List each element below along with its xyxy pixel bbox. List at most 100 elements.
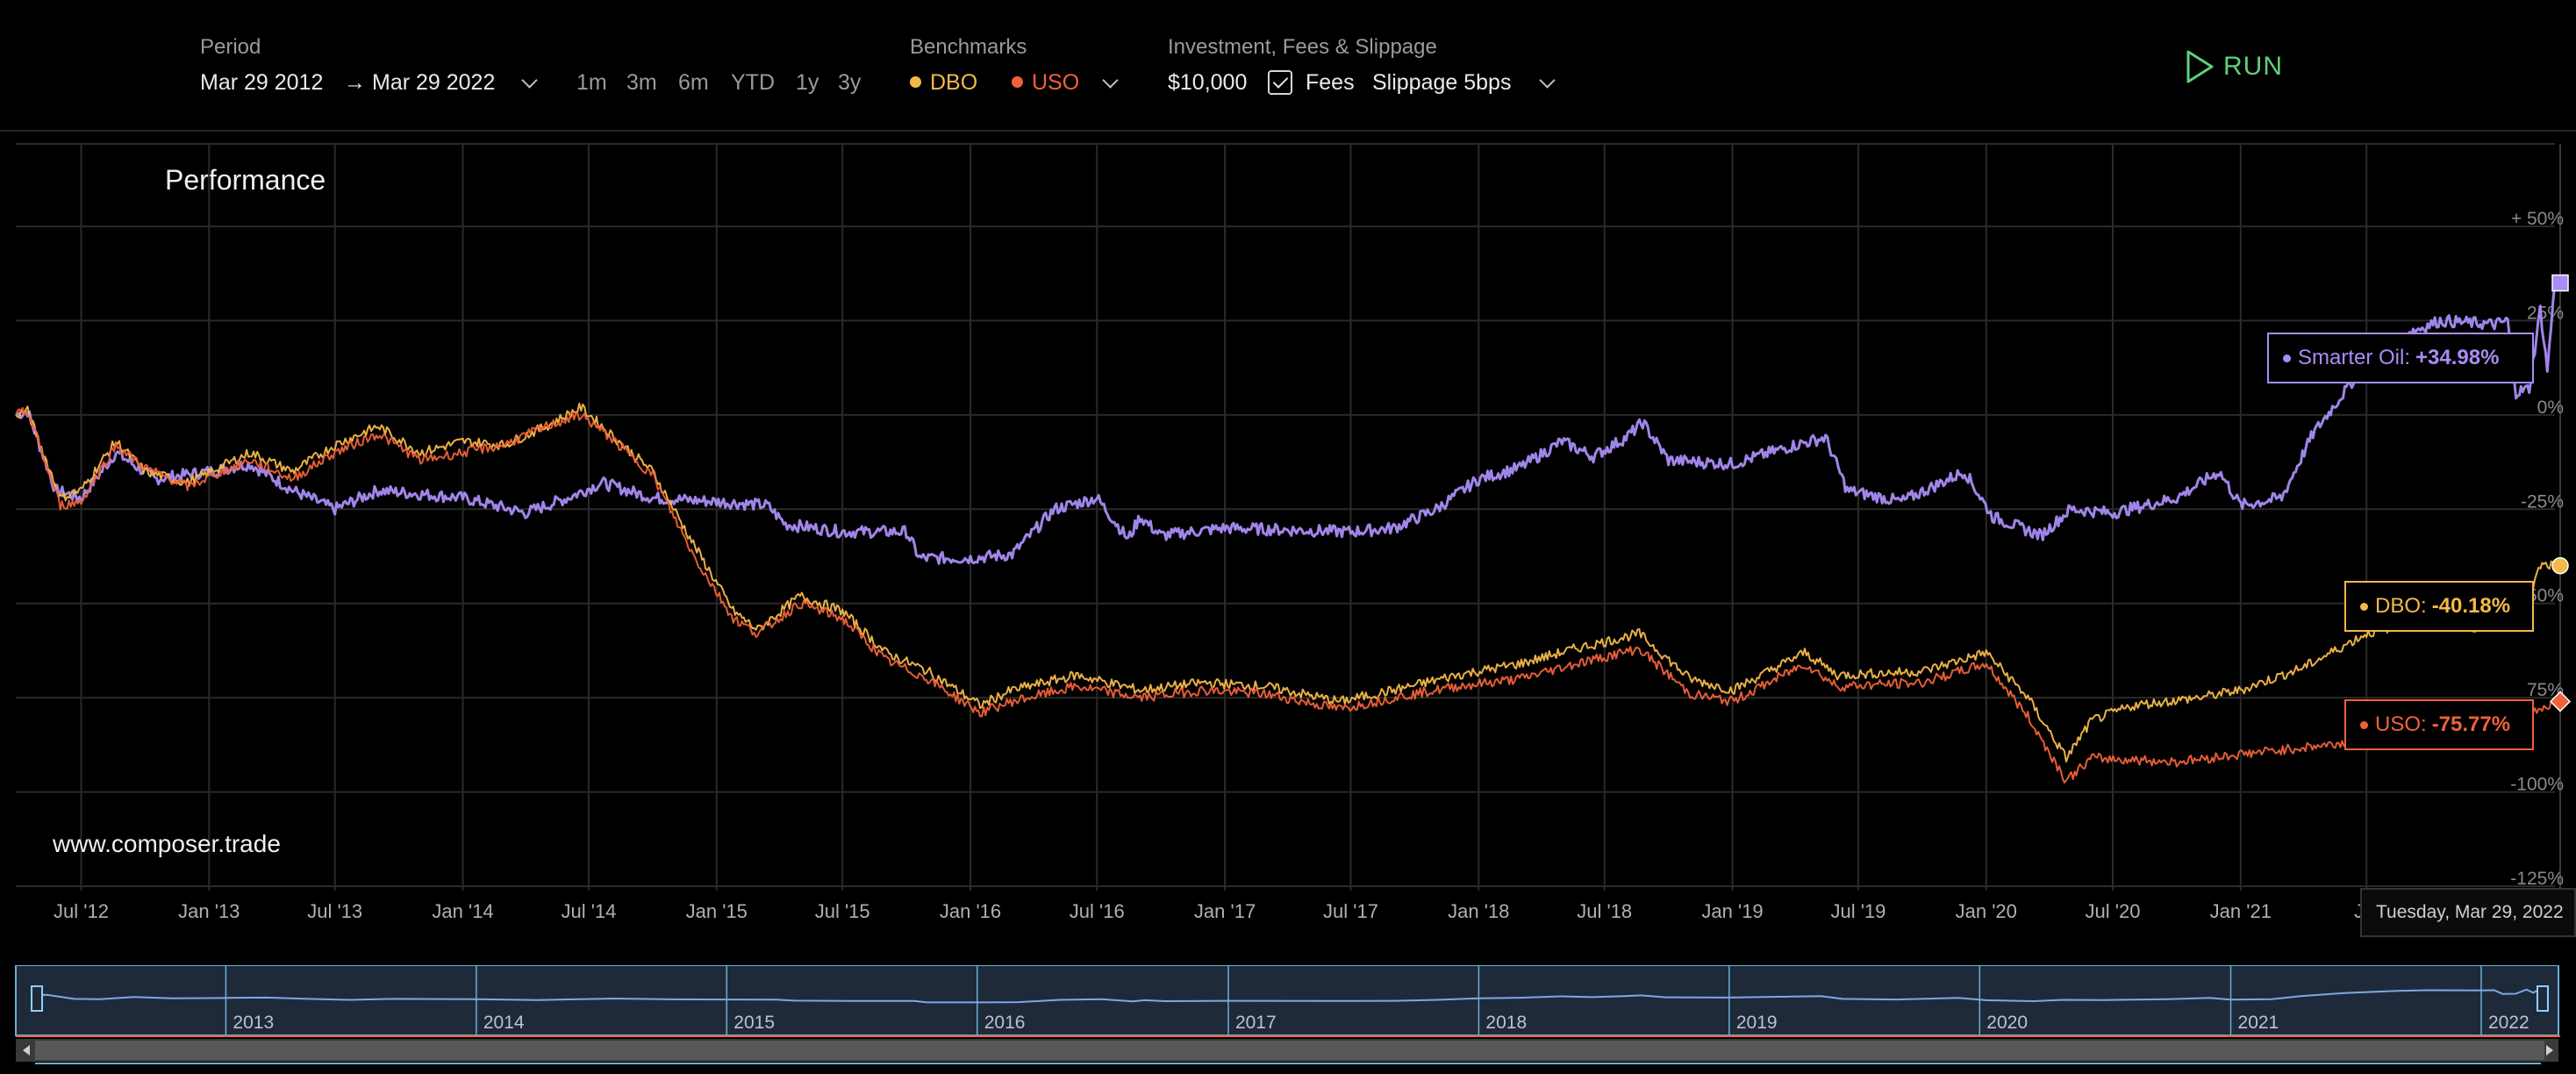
tag-value: +34.98% [2415, 346, 2500, 369]
uso-dot-icon [1012, 75, 1023, 88]
navigator-year-label: 2018 [1485, 1013, 1527, 1033]
y-tick-label: 50% [2527, 586, 2564, 606]
x-tick-label: Jan '17 [1194, 900, 1256, 922]
x-tick-label: Jul '20 [2086, 900, 2141, 922]
dbo-dot-icon [910, 75, 921, 88]
arrow-right-icon: → [344, 70, 366, 95]
series-dot-icon [2360, 720, 2368, 729]
range-3y[interactable]: 3y [838, 70, 862, 95]
y-tick-label: 0% [2537, 397, 2564, 418]
range-6m[interactable]: 6m [678, 70, 709, 95]
uso-value-tag: USO: -75.77% [2344, 699, 2534, 750]
x-tick-label: Jan '15 [686, 900, 748, 922]
square-marker-icon [2551, 274, 2569, 292]
benchmark-uso[interactable]: USO [1012, 70, 1079, 96]
grid [16, 143, 2561, 891]
benchmark-uso-label: USO [1032, 70, 1080, 95]
fees-checkbox[interactable] [1268, 70, 1292, 95]
y-tick-label: -100% [2510, 775, 2564, 795]
range-1y[interactable]: 1y [796, 70, 819, 95]
navigator-left-handle [31, 985, 43, 1012]
x-tick-label: Jul '17 [1323, 900, 1378, 922]
tag-series-name: USO [2375, 712, 2422, 736]
navigator-content: 2013 2014 2015 2016 2017 2018 2019 2020 2021 2022 [15, 965, 2560, 1064]
slippage-select[interactable]: Slippage 5bps [1372, 70, 1512, 95]
x-tick-label: Jul '16 [1070, 900, 1125, 922]
run-label: RUN [2223, 52, 2283, 81]
tag-value: -75.77% [2431, 712, 2511, 736]
benchmark-dbo[interactable]: DBO [910, 70, 977, 96]
y-tick-label: -25% [2521, 491, 2564, 512]
y-tick-label: -125% [2510, 869, 2564, 889]
series-dot-icon [2283, 354, 2291, 362]
series-markers [2549, 274, 2572, 712]
x-tick-label: Jan '21 [2210, 900, 2272, 922]
scrollbar-thumb [35, 1041, 2544, 1060]
benchmarks-label: Benchmarks [910, 35, 1027, 59]
navigator-year-label: 2015 [733, 1013, 775, 1033]
watermark: www.composer.trade [53, 830, 281, 857]
navigator-year-label: 2022 [2488, 1013, 2529, 1033]
navigator-right-handle [2537, 985, 2549, 1012]
navigator-year-label: 2016 [984, 1013, 1026, 1033]
play-icon [2186, 50, 2214, 83]
date-tooltip: Tuesday, Mar 29, 2022 [2360, 888, 2576, 937]
x-tick-label: Jul '13 [307, 900, 362, 922]
x-tick-label: Jan '16 [940, 900, 1001, 922]
arrow-right-icon [2546, 1045, 2553, 1056]
chevron-down-icon[interactable] [1102, 72, 1119, 89]
panel-title: Performance [165, 164, 326, 196]
x-tick-label: Jan '18 [1448, 900, 1509, 922]
x-tick-label: Jan '19 [1701, 900, 1763, 922]
navigator-year-label: 2019 [1736, 1013, 1778, 1033]
tag-series-name: Smarter Oil [2298, 346, 2405, 369]
navigator-series-line [34, 987, 2542, 1004]
navigator-year-label: 2021 [2238, 1013, 2279, 1033]
navigator-year-label: 2020 [1986, 1013, 2028, 1033]
range-1m[interactable]: 1m [576, 70, 607, 95]
tag-series-name: DBO [2375, 594, 2422, 618]
series-dot-icon [2360, 602, 2368, 611]
start-date[interactable]: Mar 29 2012 [200, 70, 324, 95]
series-line-smarter-oil [15, 283, 2557, 565]
investment-amount[interactable]: $10,000 [1168, 70, 1248, 95]
circle-marker-icon [2551, 556, 2569, 575]
period-label: Period [200, 35, 261, 59]
navigator-year-label: 2017 [1235, 1013, 1277, 1033]
chevron-down-icon[interactable] [1539, 72, 1556, 89]
x-tick-label: Jul '14 [562, 900, 617, 922]
investment-label: Investment, Fees & Slippage [1168, 35, 1437, 59]
toolbar: Period Mar 29 2012 → Mar 29 2022 1m 3m 6… [0, 0, 2576, 132]
benchmark-dbo-label: DBO [930, 70, 978, 95]
y-tick-label: 25% [2527, 303, 2564, 323]
y-tick-label: + 50% [2511, 209, 2564, 229]
series-line-dbo [15, 402, 2556, 763]
x-tick-label: Jan '14 [432, 900, 493, 922]
navigator-year-label: 2013 [233, 1013, 274, 1033]
dbo-value-tag: DBO: -40.18% [2344, 581, 2534, 632]
x-tick-label: Jan '13 [178, 900, 240, 922]
x-tick-label: Jul '15 [815, 900, 870, 922]
navigator-year-label: 2014 [483, 1013, 525, 1033]
series-lines [15, 283, 2557, 784]
series-line-uso [15, 406, 2556, 784]
y-tick-label: 75% [2527, 680, 2564, 700]
chevron-down-icon[interactable] [521, 72, 538, 89]
run-button[interactable]: RUN [2185, 44, 2283, 90]
performance-chart[interactable]: + 50% 25% 0% -25% 50% 75% -100% -125% Jul '12 Ja… [0, 132, 2576, 948]
tag-value: -40.18% [2431, 594, 2511, 618]
range-3m[interactable]: 3m [626, 70, 657, 95]
x-tick-label: Jul '19 [1831, 900, 1886, 922]
x-axis: Jul '12 Jan '13 Jul '13 Jan '14 Jul '14 Jan '… [54, 900, 2379, 922]
diamond-marker-icon [2549, 691, 2572, 712]
smarter-oil-value-tag: Smarter Oil: +34.98% [2267, 333, 2534, 383]
arrow-left-icon [23, 1045, 30, 1056]
fees-label: Fees [1306, 70, 1355, 95]
y-axis: + 50% 25% 0% -25% 50% 75% -100% -125% [2510, 209, 2564, 889]
end-date[interactable]: Mar 29 2022 [372, 70, 496, 95]
x-tick-label: Jul '12 [54, 900, 109, 922]
range-ytd[interactable]: YTD [731, 70, 775, 95]
x-tick-label: Jul '18 [1577, 900, 1632, 922]
range-navigator[interactable]: 2013 2014 2015 2016 2017 2018 2019 2020 2021 2022 [0, 965, 2576, 1074]
x-tick-label: Jan '20 [1956, 900, 2017, 922]
